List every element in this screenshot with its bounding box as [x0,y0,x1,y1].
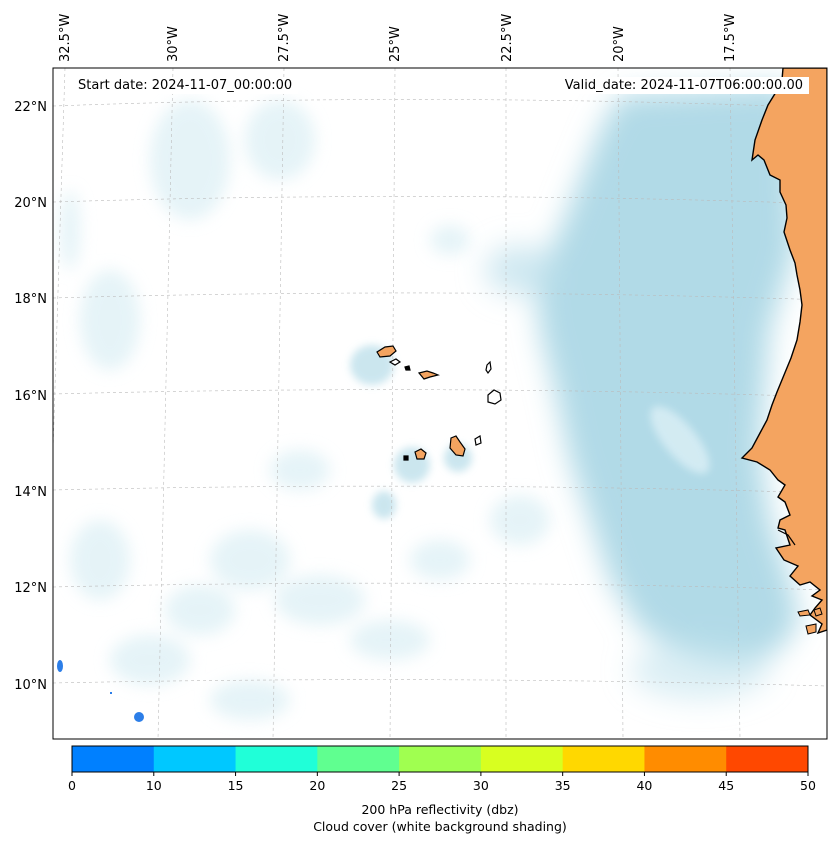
colorbar-tick-label: 25 [391,778,407,793]
valid-date-label: Valid_date: 2024-11-07T06:00:00.00 [558,77,809,94]
colorbar-segment [399,746,482,772]
colorbar-segment [153,746,237,772]
boa-vista-island [487,389,502,405]
lon-label: 17.5°W [723,14,738,62]
cape-verde-islands [376,345,502,461]
lat-label: 14°N [14,485,47,500]
cloud-gap [650,406,710,474]
longitude-labels: 32.5°W 30°W 27.5°W 25°W 22.5°W 20°W 17.5… [58,14,738,62]
sao-nicolau-island [417,370,440,380]
africa-inner-coast [777,529,796,546]
colorbar-frame [71,745,809,773]
colorbar-label-reflectivity: 200 hPa reflectivity (dbz) [361,802,518,817]
colorbar: 0 10 15 20 25 30 35 40 45 50 [68,745,816,793]
reflectivity-spot [57,660,63,672]
santiago-island [449,435,466,457]
fogo-island [414,448,427,460]
lon-label: 25°W [388,26,403,62]
graticule [53,68,827,739]
lon-label: 22.5°W [500,14,515,62]
colorbar-segment [317,746,400,772]
santo-antao-island [376,345,397,358]
map-area [53,68,827,739]
colorbar-tick-label: 40 [636,778,652,793]
lon-label: 20°W [612,26,627,62]
lat-label: 10°N [14,678,47,693]
maio-island [474,435,482,446]
cloud-mass [485,85,800,700]
lat-label: 16°N [14,389,47,404]
sao-vicente-island [388,358,402,366]
lat-label: 22°N [14,100,47,115]
latitude-labels: 22°N 20°N 18°N 16°N 14°N 12°N 10°N [14,100,47,693]
lon-label: 32.5°W [58,14,73,62]
bissagos-islands [797,607,823,635]
lat-label: 18°N [14,292,47,307]
brava-island [403,455,409,461]
colorbar-tick-label: 45 [718,778,734,793]
colorbar-segment [480,746,564,772]
colorbar-label-cloud: Cloud cover (white background shading) [313,819,567,834]
reflectivity-spot [134,712,144,722]
colorbar-tick-label: 30 [473,778,489,793]
santa-luzia-island [404,365,411,371]
colorbar-segment [726,746,809,772]
africa-coastline [740,68,827,635]
colorbar-tick-label: 10 [146,778,162,793]
reflectivity-spot [110,692,112,694]
lat-label: 12°N [14,581,47,596]
lat-label: 20°N [14,196,47,211]
start-date-label: Start date: 2024-11-07_00:00:00 [72,77,299,94]
colorbar-segment [644,746,727,772]
colorbar-tick-label: 15 [228,778,244,793]
colorbar-tick-label: 20 [309,778,325,793]
lon-label: 30°W [166,26,181,62]
cloud-wisps [60,100,550,720]
lon-label: 27.5°W [277,14,292,62]
sal-island [485,360,492,375]
colorbar-tick-label: 0 [68,778,76,793]
colorbar-segment [562,746,645,772]
colorbar-tick-label: 35 [555,778,571,793]
colorbar-tick-label: 50 [800,778,816,793]
colorbar-segment [72,746,155,772]
colorbar-segment [235,746,318,772]
map-frame [52,67,828,740]
